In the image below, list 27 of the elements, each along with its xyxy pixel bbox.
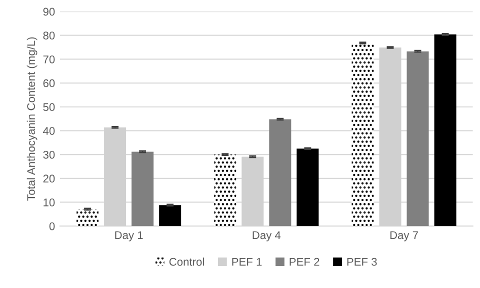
bar xyxy=(159,205,182,226)
y-tick-label: 0 xyxy=(49,222,55,230)
legend-label: PEF 2 xyxy=(290,258,320,266)
y-tick-label: 40 xyxy=(43,126,55,135)
legend-label: PEF 1 xyxy=(232,258,262,266)
bar xyxy=(214,154,236,226)
y-tick-label: 70 xyxy=(43,55,55,64)
bar xyxy=(269,119,292,226)
y-tick-label: 50 xyxy=(43,103,55,112)
bar xyxy=(296,148,319,226)
y-tick-label: 80 xyxy=(43,32,55,40)
legend-label: Control xyxy=(169,258,204,266)
x-tick-label: Day 1 xyxy=(115,231,143,242)
legend-label: PEF 3 xyxy=(347,258,377,266)
x-tick-label: Day 7 xyxy=(390,231,418,242)
bar xyxy=(76,209,99,226)
y-tick-label: 60 xyxy=(43,79,55,88)
bar xyxy=(406,51,429,226)
y-axis-title: Total Anthocyanin Content (mg/L) xyxy=(26,37,38,201)
y-tick-label: 10 xyxy=(44,198,55,206)
bar xyxy=(352,42,374,226)
y-tick-label: 30 xyxy=(43,150,55,159)
x-tick-label: Day 4 xyxy=(252,231,281,242)
y-tick-label: 90 xyxy=(43,8,55,16)
bar xyxy=(434,34,456,226)
y-tick-label: 20 xyxy=(43,174,55,183)
bar xyxy=(132,152,154,226)
